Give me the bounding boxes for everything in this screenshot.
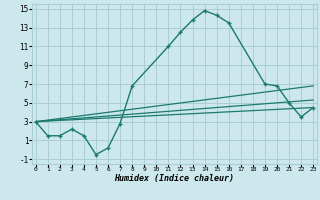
- X-axis label: Humidex (Indice chaleur): Humidex (Indice chaleur): [115, 174, 234, 183]
